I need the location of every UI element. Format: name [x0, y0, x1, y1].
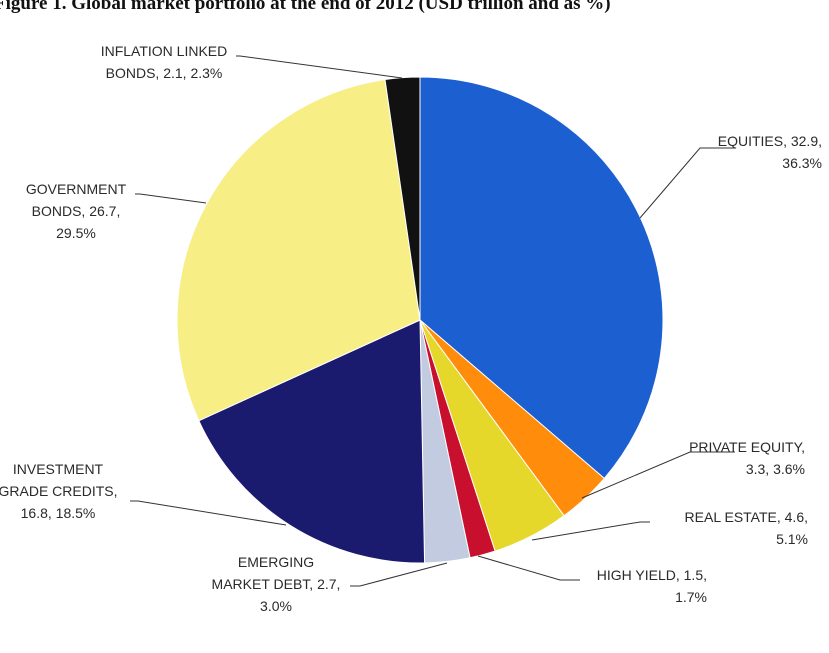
data-label-equities: EQUITIES, 32.9, 36.3%: [718, 133, 822, 171]
data-label-line: 36.3%: [782, 155, 822, 171]
leader-line-high-yield: [477, 555, 580, 581]
data-label-line: 3.3, 3.6%: [746, 461, 805, 477]
data-label-line: GOVERNMENT: [26, 181, 127, 197]
leader-line-government-bonds: [135, 193, 207, 204]
data-label-line: 1.7%: [675, 589, 707, 605]
data-label-line: INVESTMENT: [13, 461, 104, 477]
data-label-line: EMERGING: [238, 554, 314, 570]
data-label-line: 16.8, 18.5%: [21, 505, 96, 521]
pie-slice-inflation-linked-bonds: [384, 76, 421, 321]
data-label-line: MARKET DEBT, 2.7,: [212, 576, 341, 592]
data-label-line: BONDS, 2.1, 2.3%: [106, 65, 223, 81]
data-label-line: 29.5%: [56, 225, 96, 241]
data-label-line: EQUITIES, 32.9,: [718, 133, 822, 149]
data-label-line: GRADE CREDITS,: [0, 483, 118, 499]
data-label-line: 3.0%: [260, 598, 292, 614]
leader-line-inflation-linked-bonds: [236, 55, 403, 79]
leader-line-private-equity: [581, 451, 735, 499]
data-label-line: REAL ESTATE, 4.6,: [685, 509, 808, 525]
data-label-private-equity: PRIVATE EQUITY, 3.3, 3.6%: [689, 439, 805, 477]
data-label-inflation-linked-bonds: INFLATION LINKED BONDS, 2.1, 2.3%: [101, 43, 228, 81]
pie-slices: [176, 76, 664, 564]
leader-line-investment-grade-credits: [130, 500, 287, 526]
leader-line-emerging-market-debt: [350, 562, 448, 587]
pie-slice-equities: [419, 76, 664, 480]
data-label-government-bonds: GOVERNMENT BONDS, 26.7, 29.5%: [26, 181, 127, 241]
pie-slice-government-bonds: [176, 78, 421, 422]
chart-title: Figure 1. Global market portfolio at the…: [0, 0, 611, 14]
leader-line-equities: [639, 147, 735, 219]
data-label-line: BONDS, 26.7,: [32, 203, 121, 219]
data-label-line: 5.1%: [776, 531, 808, 547]
data-label-line: INFLATION LINKED: [101, 43, 228, 59]
pie-slice-investment-grade-credits: [198, 319, 426, 564]
data-label-high-yield: HIGH YIELD, 1.5, 1.7%: [597, 567, 707, 605]
data-label-real-estate: REAL ESTATE, 4.6, 5.1%: [685, 509, 808, 547]
data-label-emerging-market-debt: EMERGING MARKET DEBT, 2.7, 3.0%: [212, 554, 341, 614]
leader-line-real-estate: [531, 521, 650, 541]
data-label-line: PRIVATE EQUITY,: [689, 439, 805, 455]
data-label-line: HIGH YIELD, 1.5,: [597, 567, 707, 583]
data-label-investment-grade-credits: INVESTMENT GRADE CREDITS, 16.8, 18.5%: [0, 461, 118, 521]
